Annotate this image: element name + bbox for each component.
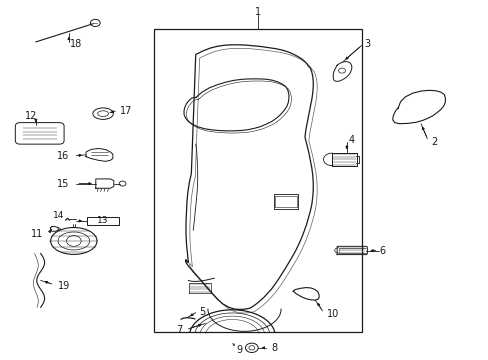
Text: 8: 8 (271, 343, 277, 353)
Text: 18: 18 (70, 40, 82, 49)
Text: 2: 2 (431, 138, 437, 147)
Bar (154, 30, 361, 332)
Text: 15: 15 (57, 179, 69, 189)
Text: 19: 19 (58, 281, 70, 291)
Text: 6: 6 (379, 246, 385, 256)
Bar (87, 217, 119, 225)
Text: 17: 17 (120, 106, 132, 116)
Text: 16: 16 (57, 151, 69, 161)
Text: 4: 4 (348, 135, 354, 145)
Text: 12: 12 (25, 111, 37, 121)
Text: 7: 7 (176, 325, 182, 335)
Text: 1: 1 (255, 7, 261, 17)
Text: 11: 11 (31, 229, 43, 239)
Text: 13: 13 (97, 216, 109, 225)
Text: 10: 10 (327, 310, 339, 319)
Text: 3: 3 (364, 39, 370, 49)
Text: 5: 5 (199, 307, 205, 316)
Text: 14: 14 (53, 211, 64, 220)
Text: 9: 9 (236, 345, 242, 355)
